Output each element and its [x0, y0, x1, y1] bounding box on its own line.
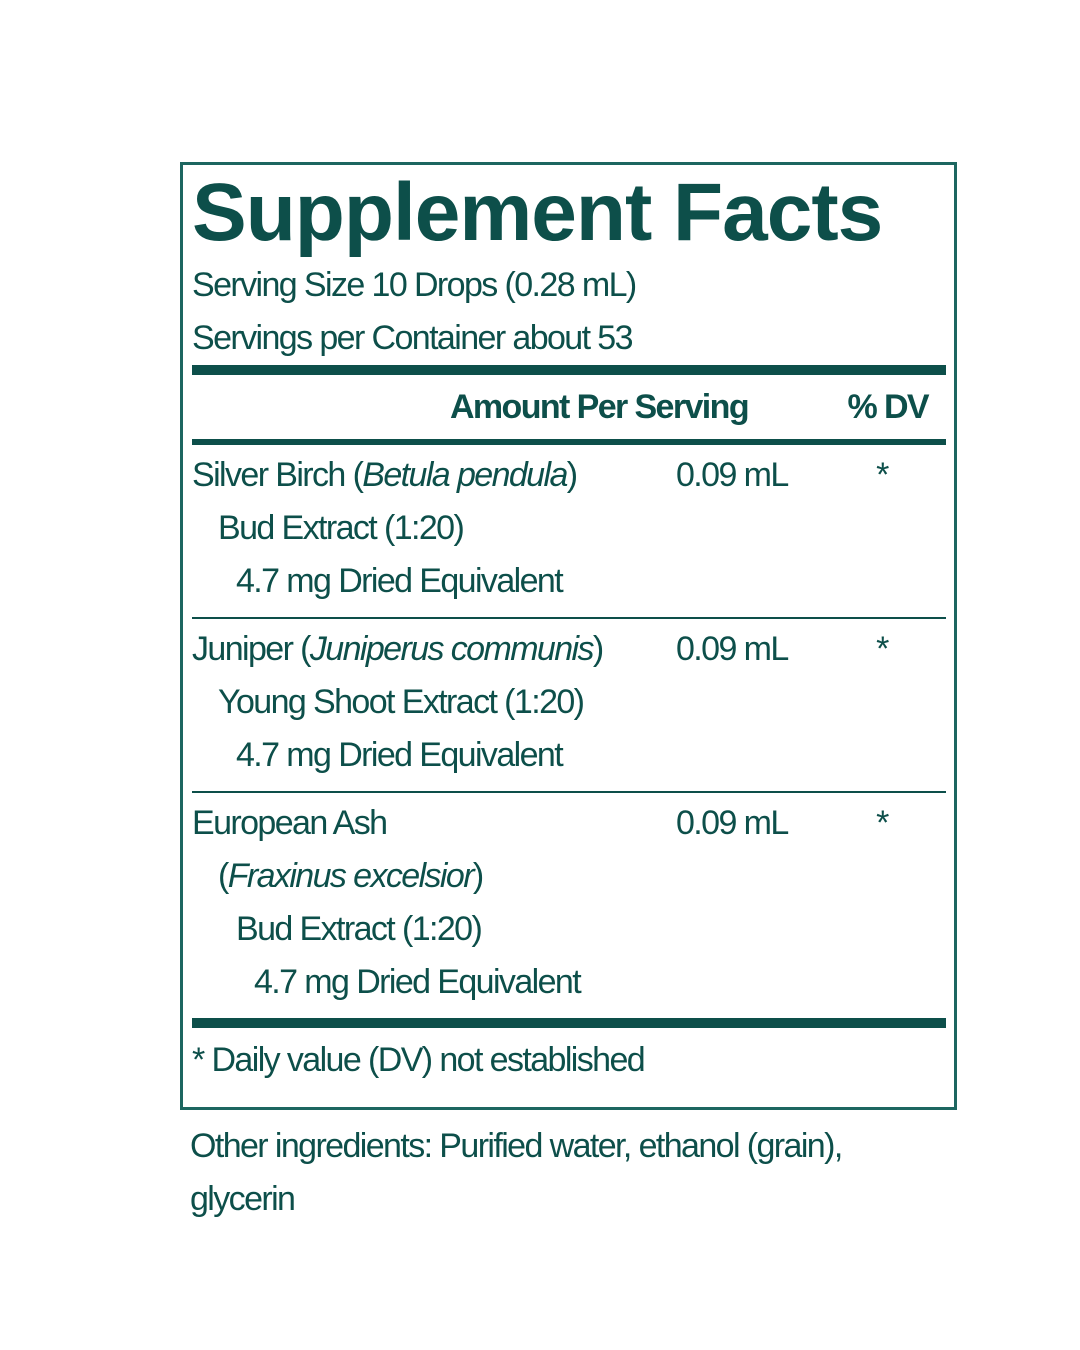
serving-size: Serving Size 10 Drops (0.28 mL): [192, 266, 637, 304]
ingredient-row: Juniper (Juniperus communis) Young Shoot …: [192, 619, 946, 793]
ingredient-name: European Ash (Fraxinus excelsior) Bud Extr…: [192, 797, 676, 1009]
amount: 0.09 mL: [676, 630, 789, 668]
column-header: Amount Per Serving % DV: [192, 375, 946, 439]
text: 4.7 mg Dried Equivalent: [254, 963, 582, 1001]
title: Supplement Facts: [192, 167, 883, 258]
amount-header: Amount Per Serving: [449, 387, 750, 426]
text: Young Shoot Extract (1:20): [218, 683, 585, 721]
latin-name: Betula pendula: [362, 456, 568, 494]
ingredient-line: Silver Birch (Betula pendula): [192, 449, 676, 502]
ingredient-line: 4.7 mg Dried Equivalent: [192, 555, 676, 608]
rule: [192, 439, 946, 445]
text: Juniper (: [192, 630, 311, 668]
text: Silver Birch (: [192, 456, 364, 494]
ingredient-name: Silver Birch (Betula pendula) Bud Extract…: [192, 449, 676, 608]
rule: [192, 1018, 946, 1028]
text: European Ash: [192, 804, 388, 842]
ingredient-line: 4.7 mg Dried Equivalent: [192, 729, 676, 782]
ingredient-row: European Ash (Fraxinus excelsior) Bud Extr…: [192, 793, 946, 1018]
amount: 0.09 mL: [676, 804, 789, 842]
supplement-facts-panel: Supplement Facts Serving Size 10 Drops (…: [180, 162, 957, 1110]
other-ingredients: Other ingredients: Purified water, ethan…: [190, 1127, 843, 1218]
ingredient-line: Bud Extract (1:20): [192, 502, 676, 555]
text: ): [592, 630, 604, 668]
ingredient-rows: Silver Birch (Betula pendula) Bud Extract…: [192, 445, 946, 1018]
servings-per-container: Servings per Container about 53: [192, 319, 634, 357]
ingredient-line: European Ash: [192, 797, 676, 850]
ingredient-line: 4.7 mg Dried Equivalent: [192, 956, 676, 1009]
footnote: * Daily value (DV) not established: [192, 1041, 646, 1079]
text: 4.7 mg Dried Equivalent: [236, 562, 564, 600]
daily-value: *: [876, 630, 889, 668]
text: 4.7 mg Dried Equivalent: [236, 736, 564, 774]
ingredient-line: Bud Extract (1:20): [192, 903, 676, 956]
ingredient-line: Juniper (Juniperus communis): [192, 623, 676, 676]
ingredient-line: (Fraxinus excelsior): [192, 850, 676, 903]
text: (: [218, 857, 229, 895]
text: Bud Extract (1:20): [236, 910, 483, 948]
text: ): [566, 456, 578, 494]
latin-name: Fraxinus excelsior: [227, 857, 475, 895]
daily-value: *: [876, 804, 889, 842]
latin-name: Juniperus communis: [309, 630, 595, 668]
ingredient-row: Silver Birch (Betula pendula) Bud Extract…: [192, 445, 946, 619]
ingredient-line: Young Shoot Extract (1:20): [192, 676, 676, 729]
amount: 0.09 mL: [676, 456, 789, 494]
rule: [192, 365, 946, 375]
text: Bud Extract (1:20): [218, 509, 465, 547]
daily-value: *: [876, 456, 889, 494]
ingredient-name: Juniper (Juniperus communis) Young Shoot …: [192, 623, 676, 782]
dv-header: % DV: [847, 387, 929, 426]
text: ): [472, 857, 484, 895]
